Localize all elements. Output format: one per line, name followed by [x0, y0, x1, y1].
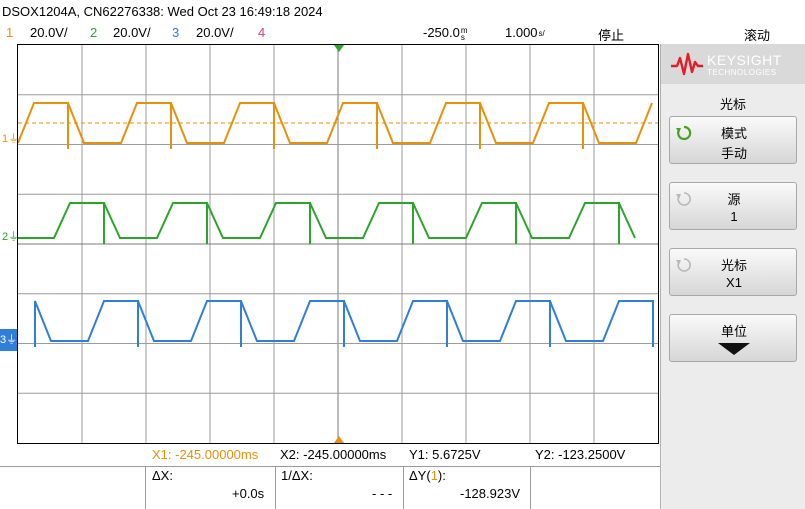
channel-2-number[interactable]: 2 [90, 25, 98, 40]
time-delay-value: -250.0 [423, 25, 460, 40]
brand-area: KEYSIGHT TECHNOLOGIES [661, 44, 805, 84]
waveform-display[interactable] [17, 44, 659, 444]
rotate-knob-icon [676, 192, 691, 206]
delta-x-label: ΔX: [152, 468, 173, 483]
softkey-source-value: 1 [730, 209, 738, 224]
status-bar: DSOX1204A, CN62276338: Wed Oct 23 16:49:… [0, 0, 805, 44]
softkey-mode-label: 模式 [720, 126, 747, 141]
menu-title: 光标 [719, 97, 746, 112]
brand-name: KEYSIGHT [707, 52, 782, 68]
inverse-delta-x-label: 1/ΔX: [281, 468, 313, 483]
time-scale-unit: s/ [538, 29, 545, 39]
channel-2-trace [18, 202, 636, 244]
time-scale[interactable]: 1.000s/ [505, 25, 545, 40]
channel-3-scale[interactable]: 20.0V/ [196, 25, 234, 40]
instrument-info: DSOX1204A, CN62276338: Wed Oct 23 16:49:… [2, 4, 323, 19]
cursor-y1-readout: Y1: 5.6725V [409, 447, 481, 462]
channel-2-ground-marker[interactable]: 2⏚ [2, 228, 19, 244]
channel-1-scale[interactable]: 20.0V/ [30, 25, 68, 40]
channel-1-trace [18, 102, 653, 149]
rotate-knob-icon [676, 125, 692, 141]
cursor-readout-panel: X1: -245.00000ms X2: -245.00000ms Y1: 5.… [0, 444, 660, 509]
channel-1-marker-label: 1 [2, 133, 9, 145]
run-state: 停止 [598, 28, 625, 43]
delta-x-value: +0.0s [232, 486, 265, 501]
softkey-cursor-label: 光标 [720, 258, 747, 273]
cursor-y2-readout: Y2: -123.2500V [535, 447, 626, 462]
acquisition-mode: 滚动 [744, 28, 771, 43]
softkey-source-label: 源 [727, 192, 741, 207]
time-delay-unit: s [460, 32, 465, 42]
inverse-delta-x-value: - - - [372, 486, 393, 501]
ground-icon: ⏚ [8, 133, 20, 145]
channel-3-marker-label: 3 [0, 334, 7, 346]
rotate-knob-icon [676, 258, 691, 272]
delta-y-label: ΔY(1): [409, 468, 446, 483]
softkey-panel: KEYSIGHT TECHNOLOGIES 光标 模式 手动 源 1 [660, 44, 805, 509]
cursor-x1-readout: X1: -245.00000ms [152, 447, 259, 462]
channel-4-number[interactable]: 4 [258, 25, 266, 40]
channel-2-marker-label: 2 [2, 231, 9, 243]
arrow-down-icon [718, 343, 750, 355]
softkey-mode[interactable]: 模式 手动 [669, 116, 797, 164]
softkey-source[interactable]: 源 1 [669, 182, 797, 230]
softkey-units-label: 单位 [720, 324, 747, 339]
time-scale-value: 1.000 [505, 25, 538, 40]
channel-1-number[interactable]: 1 [6, 25, 14, 40]
channel-1-ground-marker[interactable]: 1⏚ [2, 130, 19, 146]
softkey-mode-value: 手动 [720, 146, 747, 161]
channel-3-number[interactable]: 3 [172, 25, 180, 40]
trigger-position-marker [334, 45, 344, 443]
channel-2-scale[interactable]: 20.0V/ [113, 25, 151, 40]
graticule [18, 45, 658, 443]
ground-icon: ⏚ [8, 231, 20, 243]
keysight-logo-icon [671, 52, 703, 76]
waveform-traces [18, 102, 654, 347]
time-delay-prefix: m [460, 25, 468, 35]
channel-3-ground-marker[interactable]: 3⏚ [0, 329, 17, 351]
brand-subtitle: TECHNOLOGIES [707, 68, 777, 77]
channel-3-trace [33, 300, 654, 347]
cursor-x2-readout: X2: -245.00000ms [280, 447, 387, 462]
delta-y-value: -128.923V [460, 486, 520, 501]
ground-icon: ⏚ [6, 334, 18, 346]
softkey-cursor[interactable]: 光标 X1 [669, 248, 797, 296]
waveform-canvas [18, 45, 658, 443]
softkey-cursor-value: X1 [726, 275, 742, 290]
time-delay[interactable]: -250.0m s [423, 25, 468, 41]
softkey-units[interactable]: 单位 [669, 314, 797, 362]
